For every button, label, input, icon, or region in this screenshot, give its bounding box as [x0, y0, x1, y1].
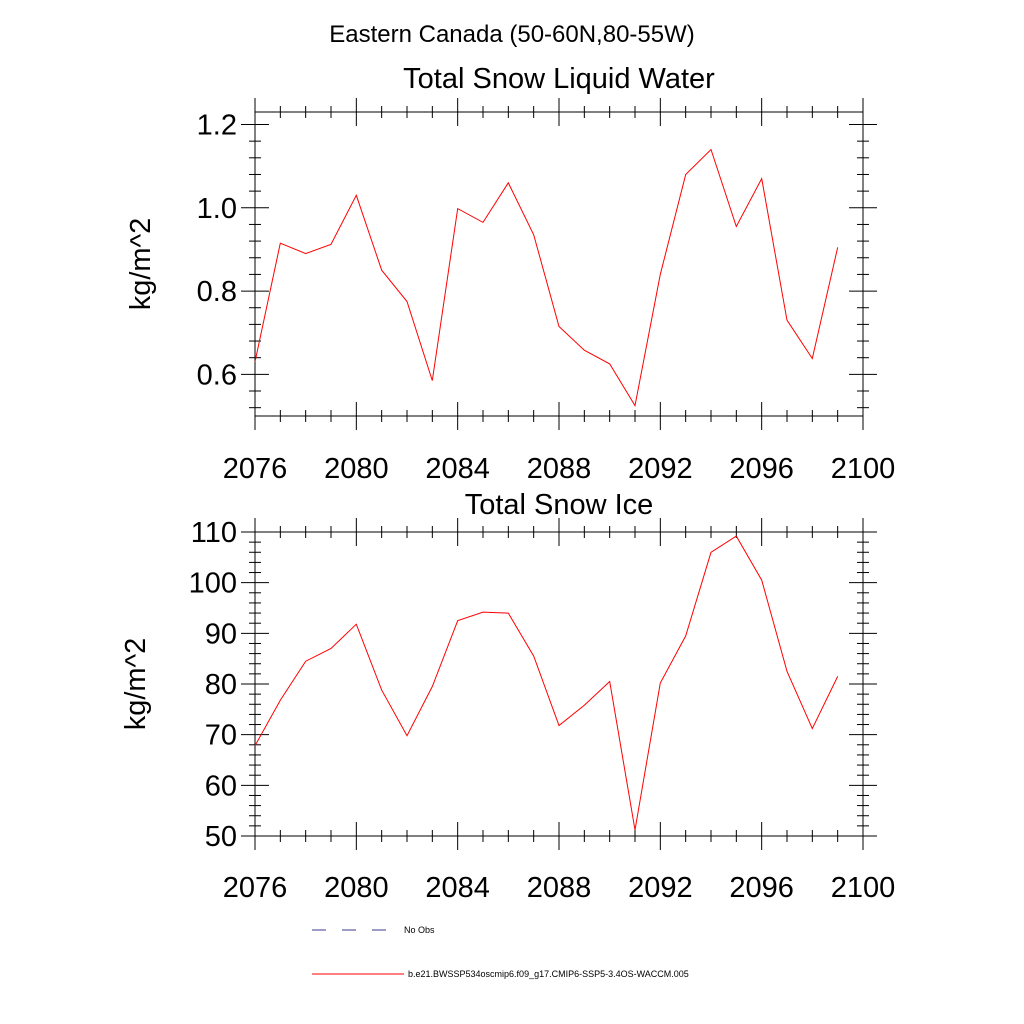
x-tick-label: 2076: [223, 453, 288, 485]
x-tick-label: 2084: [425, 453, 490, 485]
y-tick-label: 70: [205, 720, 237, 752]
x-tick-label: 2088: [527, 872, 592, 904]
panel-snow-ice: Total Snow Ice kg/m^2 2076 2080 2084 2088 2092…: [120, 489, 895, 904]
x-tick-label: 2100: [831, 872, 896, 904]
y-tick-label: 100: [189, 568, 237, 600]
x-tick-label: 2092: [628, 453, 693, 485]
x-tick-label: 2096: [729, 872, 794, 904]
chart-title: Total Snow Liquid Water: [403, 63, 715, 95]
figure-suptitle: Eastern Canada (50-60N,80-55W): [329, 21, 695, 48]
panel-snow-liquid-water: Total Snow Liquid Water kg/m^2 2076 2080 208…: [125, 63, 895, 485]
y-tick-label: 0.6: [197, 359, 237, 391]
y-tick-label: 60: [205, 770, 237, 802]
y-tick-label: 110: [191, 517, 237, 549]
plot-frame: [254, 531, 864, 837]
y-tick-label: 0.8: [197, 276, 237, 308]
x-tick-label: 2080: [324, 453, 389, 485]
chart-title: Total Snow Ice: [465, 489, 654, 521]
x-tick-label: 2076: [223, 872, 288, 904]
x-tick-label: 2084: [425, 872, 490, 904]
y-tick-label: 50: [205, 821, 237, 853]
x-tick-label: 2092: [628, 872, 693, 904]
x-tick-label: 2100: [831, 453, 896, 485]
x-tick-label: 2088: [527, 453, 592, 485]
legend-label-no-obs: No Obs: [404, 925, 435, 935]
series-line: [254, 148, 839, 407]
y-tick-label: 80: [205, 669, 237, 701]
y-axis-label: kg/m^2: [125, 218, 157, 311]
y-tick-label: 1.0: [197, 193, 237, 225]
series-line: [254, 535, 839, 830]
y-tick-label: 90: [205, 618, 237, 650]
x-tick-label: 2080: [324, 872, 389, 904]
plot-frame: [254, 111, 864, 417]
legend: No Obs b.e21.BWSSP534oscmip6.f09_g17.CMI…: [312, 925, 689, 979]
x-tick-label: 2096: [729, 453, 794, 485]
legend-label-model-run: b.e21.BWSSP534oscmip6.f09_g17.CMIP6-SSP5…: [408, 969, 689, 979]
y-axis-label: kg/m^2: [120, 638, 152, 731]
y-tick-label: 1.2: [197, 109, 237, 141]
